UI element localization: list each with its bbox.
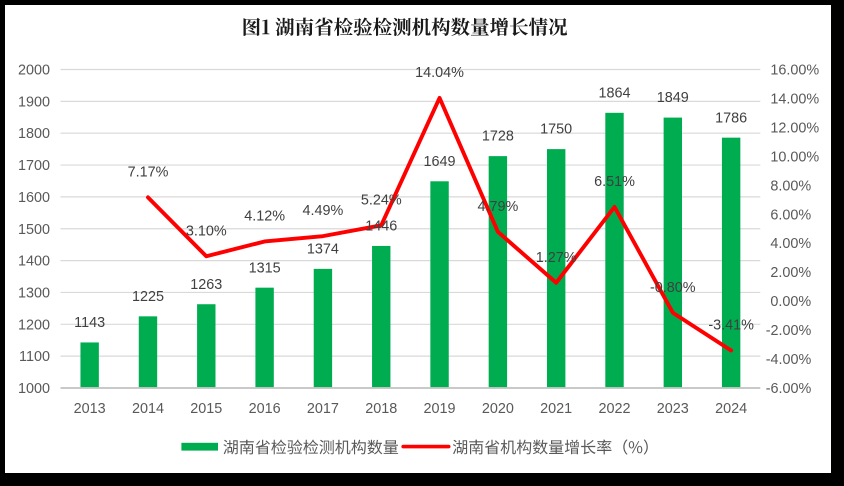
svg-text:1500: 1500 [18,222,50,238]
svg-text:1728: 1728 [482,129,514,145]
svg-text:-3.41%: -3.41% [708,318,754,334]
svg-text:1750: 1750 [540,122,572,138]
svg-text:6.51%: 6.51% [594,174,635,190]
svg-text:1849: 1849 [657,90,689,106]
svg-text:10.00%: 10.00% [770,149,819,165]
svg-text:7.17%: 7.17% [128,164,169,180]
svg-text:2021: 2021 [540,401,572,417]
svg-text:-2.00%: -2.00% [766,323,812,339]
svg-text:4.79%: 4.79% [477,199,518,215]
svg-text:1374: 1374 [307,241,339,257]
svg-text:1700: 1700 [18,158,50,174]
svg-text:3.10%: 3.10% [186,223,227,239]
svg-text:1864: 1864 [599,85,631,101]
svg-text:2.00%: 2.00% [770,265,811,281]
svg-text:2019: 2019 [424,401,456,417]
svg-text:2023: 2023 [657,401,689,417]
svg-text:4.49%: 4.49% [303,203,344,219]
svg-text:14.00%: 14.00% [770,91,819,107]
svg-text:2014: 2014 [132,401,164,417]
svg-text:6.00%: 6.00% [770,207,811,223]
svg-text:1446: 1446 [365,219,397,235]
svg-text:0.00%: 0.00% [770,294,811,310]
svg-text:1225: 1225 [132,289,164,305]
svg-text:1.27%: 1.27% [536,250,577,266]
svg-text:-6.00%: -6.00% [766,381,812,397]
svg-text:1300: 1300 [18,285,50,301]
svg-text:1400: 1400 [18,254,50,270]
svg-text:1900: 1900 [18,94,50,110]
svg-text:2024: 2024 [715,401,747,417]
svg-text:12.00%: 12.00% [770,120,819,136]
svg-text:-0.80%: -0.80% [650,280,696,296]
svg-text:5.24%: 5.24% [361,192,402,208]
svg-text:1600: 1600 [18,190,50,206]
svg-text:4.12%: 4.12% [244,209,285,225]
svg-text:2022: 2022 [599,401,631,417]
svg-text:14.04%: 14.04% [415,65,464,81]
svg-text:1143: 1143 [74,315,105,331]
svg-text:1315: 1315 [249,260,281,276]
svg-text:1100: 1100 [19,349,50,365]
svg-text:1649: 1649 [424,154,456,170]
svg-text:2020: 2020 [482,401,514,417]
svg-text:2017: 2017 [307,401,339,417]
svg-text:2015: 2015 [190,401,222,417]
svg-text:1786: 1786 [715,110,747,126]
svg-text:2000: 2000 [18,63,50,79]
svg-text:2013: 2013 [74,401,106,417]
svg-text:2018: 2018 [365,401,397,417]
svg-text:2016: 2016 [249,401,281,417]
svg-text:1263: 1263 [190,277,222,293]
svg-text:1800: 1800 [18,126,50,142]
svg-text:1200: 1200 [18,317,50,333]
svg-text:16.00%: 16.00% [770,63,819,79]
svg-text:-4.00%: -4.00% [766,352,812,368]
svg-text:8.00%: 8.00% [770,178,811,194]
svg-text:1000: 1000 [18,381,50,397]
svg-text:4.00%: 4.00% [770,236,811,252]
